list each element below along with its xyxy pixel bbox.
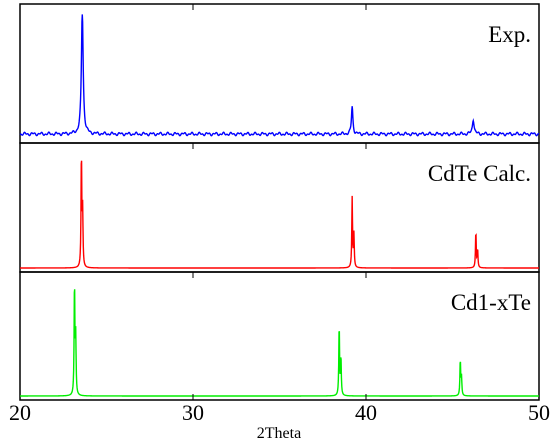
panel-2: CdTe Calc. (19, 142, 540, 273)
series-line (20, 160, 539, 269)
panel-label: Exp. (488, 22, 531, 47)
x-tick-label: 20 (9, 400, 31, 425)
x-tick-labels-group: 20 30 40 50 (9, 394, 550, 425)
panel-frame (19, 271, 540, 401)
panel-frame (19, 3, 540, 144)
x-tick-label: 40 (355, 400, 377, 425)
series-line (20, 289, 539, 397)
x-tick-label: 30 (182, 400, 204, 425)
x-axis-label: 2Theta (257, 425, 301, 442)
panel-3: Cd1-xTe (19, 271, 540, 401)
series-line (19, 14, 540, 137)
panel-1: Exp. (19, 3, 540, 144)
panels-group: Exp. CdTe Calc. Cd1-xTe (19, 3, 540, 401)
panel-label: Cd1-xTe (451, 290, 531, 315)
x-tick-label: 50 (528, 400, 550, 425)
panel-label: CdTe Calc. (428, 161, 531, 186)
